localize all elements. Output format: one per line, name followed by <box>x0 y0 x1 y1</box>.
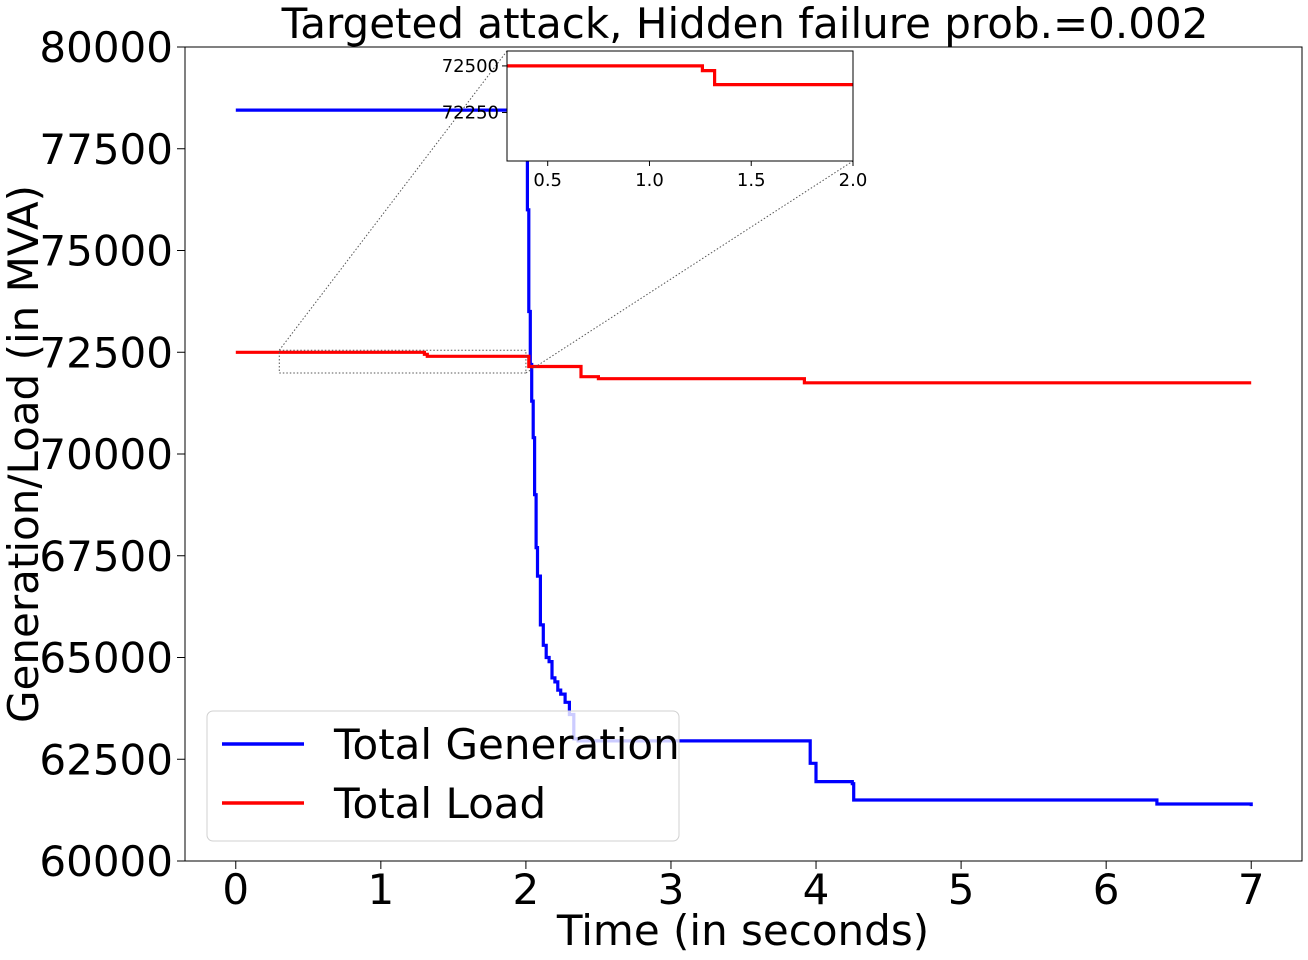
series-line-0 <box>235 108 1253 807</box>
legend-label-load: Total Load <box>333 779 546 828</box>
main-plot: 60000 62500 65000 67500 70000 72500 75000 77500… <box>39 23 1303 914</box>
inset-y-axis-ticks: 72250 72500 <box>442 56 507 124</box>
inset-background <box>507 51 853 161</box>
x-tick-label: 5 <box>948 865 975 914</box>
series-line-1 <box>235 350 1252 385</box>
legend-box <box>206 710 680 842</box>
y-tick-label: 80000 <box>39 23 173 72</box>
inset-series-line-0 <box>507 64 853 87</box>
x-tick-label: 0 <box>222 865 249 914</box>
x-tick-label: 4 <box>803 865 830 914</box>
x-tick-label: 3 <box>658 865 685 914</box>
y-tick-label: 60000 <box>39 837 173 886</box>
chart-title: Targeted attack, Hidden failure prob.=0.… <box>281 0 1209 48</box>
y-axis-ticks: 60000 62500 65000 67500 70000 72500 75000 77500… <box>39 23 185 886</box>
x-tick-label: 6 <box>1093 865 1120 914</box>
zoom-connector <box>525 160 854 374</box>
y-tick-label: 72500 <box>39 328 173 377</box>
inset-y-tick-label: 72250 <box>442 103 499 124</box>
inset-x-tick-label: 1.0 <box>635 170 664 191</box>
series-lines <box>235 108 1253 807</box>
inset-frame <box>506 50 854 162</box>
zoom-rect <box>278 349 527 374</box>
x-axis-ticks: 0 1 2 3 4 5 6 7 <box>222 861 1265 914</box>
y-axis-label: Generation/Load (in MVA) <box>0 185 48 723</box>
y-tick-label: 70000 <box>39 430 173 479</box>
legend-label-generation: Total Generation <box>333 720 680 769</box>
x-tick-label: 2 <box>513 865 540 914</box>
zoom-connector <box>278 50 508 351</box>
y-tick-label: 75000 <box>39 227 173 276</box>
zoom-indicator <box>278 50 854 374</box>
inset-series-lines <box>507 64 853 87</box>
inset-y-tick-label: 72500 <box>442 56 499 77</box>
inset-x-tick-label: 2.0 <box>839 170 868 191</box>
inset-plot: 72250 72500 0.5 1.0 1.5 2.0 <box>442 50 867 191</box>
inset-x-axis-ticks: 0.5 1.0 1.5 2.0 <box>533 161 867 191</box>
y-tick-label: 67500 <box>39 532 173 581</box>
y-tick-label: 65000 <box>39 634 173 683</box>
inset-x-tick-label: 1.5 <box>737 170 766 191</box>
x-tick-label: 7 <box>1238 865 1265 914</box>
legend: Total Generation Total Load <box>206 710 680 842</box>
inset-x-tick-label: 0.5 <box>533 170 562 191</box>
x-tick-label: 1 <box>367 865 394 914</box>
y-tick-label: 62500 <box>39 735 173 784</box>
x-axis-label: Time (in seconds) <box>556 906 929 955</box>
y-tick-label: 77500 <box>39 125 173 174</box>
